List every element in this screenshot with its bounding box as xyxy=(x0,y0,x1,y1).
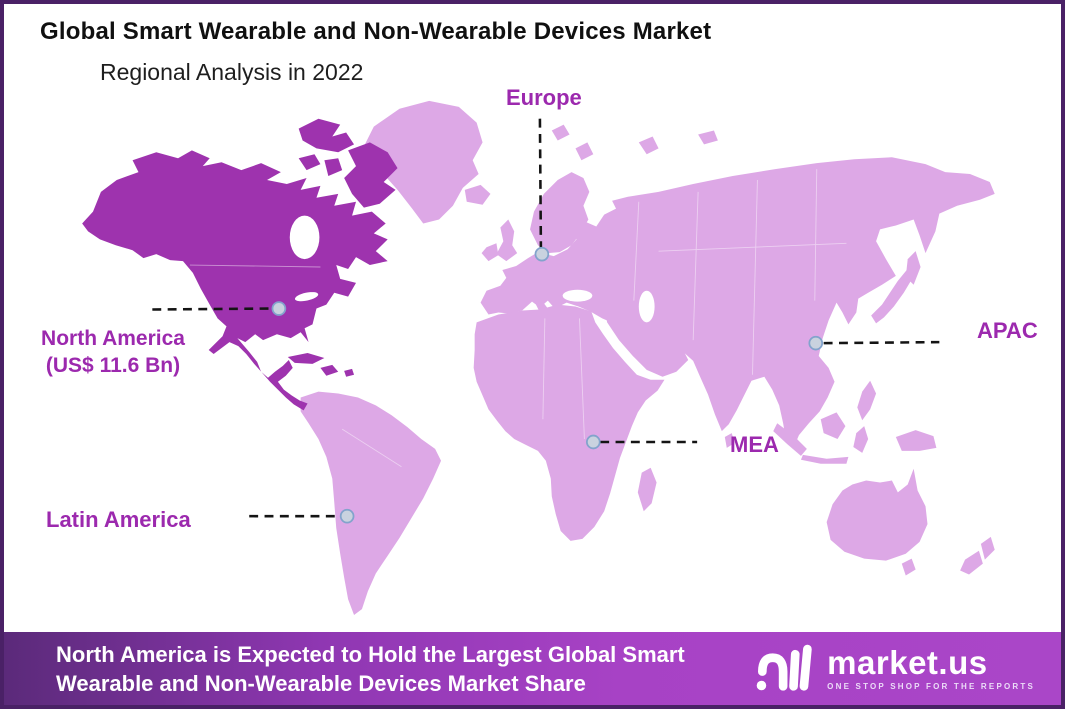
region-label-apac: APAC xyxy=(977,318,1038,343)
canadian-arctic-island xyxy=(324,158,343,177)
brand-name: market.us xyxy=(827,644,988,681)
ireland xyxy=(481,243,499,262)
banner-headline-line1: North America is Expected to Hold the La… xyxy=(56,641,685,667)
marker-mea xyxy=(585,434,601,450)
world-landmass xyxy=(300,100,995,616)
region-label-europe: Europe xyxy=(506,85,582,110)
hispaniola xyxy=(320,364,339,376)
banner-headline: North America is Expected to Hold the La… xyxy=(56,640,685,698)
greenland xyxy=(359,100,483,224)
arctic-island xyxy=(638,136,659,155)
arctic-island xyxy=(575,142,594,161)
region-label-mea: MEA xyxy=(730,432,779,457)
connector-apac xyxy=(823,340,940,345)
black-sea xyxy=(562,289,593,302)
canadian-arctic-island xyxy=(298,154,321,171)
banner-headline-line2: Wearable and Non-Wearable Devices Market… xyxy=(56,670,586,696)
footer-banner: North America is Expected to Hold the La… xyxy=(4,632,1061,705)
caspian-sea xyxy=(638,290,655,323)
page-subtitle: Regional Analysis in 2022 xyxy=(100,59,364,85)
region-label-latin-america: Latin America xyxy=(46,507,191,532)
north-america-highlight xyxy=(82,118,398,411)
brand-tagline: ONE STOP SHOP FOR THE REPORTS xyxy=(827,682,1035,691)
world-map xyxy=(82,100,995,616)
marker-north-america xyxy=(271,301,287,316)
water-details xyxy=(289,215,655,323)
java xyxy=(800,454,849,464)
marker-europe xyxy=(534,246,550,262)
tasmania xyxy=(901,558,916,576)
region-label-north-america-name: North America xyxy=(41,327,185,350)
markers xyxy=(271,246,824,524)
sulawesi xyxy=(853,426,869,453)
great-lakes xyxy=(294,292,319,302)
canadian-arctic-island xyxy=(298,118,355,153)
connector-europe xyxy=(538,118,543,249)
north-america-mainland xyxy=(82,150,388,411)
connector-north-america xyxy=(152,307,271,311)
hudson-bay xyxy=(289,215,320,260)
cuba xyxy=(287,353,325,364)
region-label-north-america: North America (US$ 11.6 Bn) xyxy=(18,325,208,379)
sumatra xyxy=(773,423,807,456)
iceland xyxy=(464,184,491,205)
marker-apac xyxy=(808,335,824,351)
canadian-arctic-island xyxy=(344,142,398,208)
great-britain xyxy=(496,219,518,262)
connectors xyxy=(152,118,940,518)
region-label-north-america-value: (US$ 11.6 Bn) xyxy=(45,354,181,377)
borneo xyxy=(820,412,846,440)
puerto-rico xyxy=(344,368,355,377)
arctic-island xyxy=(551,124,570,141)
market-us-logo-icon xyxy=(756,644,812,691)
country-borders xyxy=(189,169,847,468)
arabia xyxy=(603,302,689,377)
new-zealand-south xyxy=(960,550,983,575)
arctic-island xyxy=(698,130,718,145)
africa xyxy=(473,304,665,541)
new-zealand-north xyxy=(980,536,995,560)
marker-latin-america xyxy=(339,508,355,524)
sri-lanka xyxy=(724,433,735,448)
page-title: Global Smart Wearable and Non-Wearable D… xyxy=(40,18,712,45)
south-america xyxy=(300,391,442,616)
philippines xyxy=(857,380,877,421)
japan xyxy=(871,269,913,324)
brand-text: market.us ONE STOP SHOP FOR THE REPORTS xyxy=(827,646,1035,691)
eurasia xyxy=(480,157,995,449)
australia xyxy=(826,468,928,561)
new-guinea xyxy=(895,430,937,451)
brand-logo: market.us ONE STOP SHOP FOR THE REPORTS xyxy=(753,643,1035,695)
madagascar xyxy=(637,467,657,512)
